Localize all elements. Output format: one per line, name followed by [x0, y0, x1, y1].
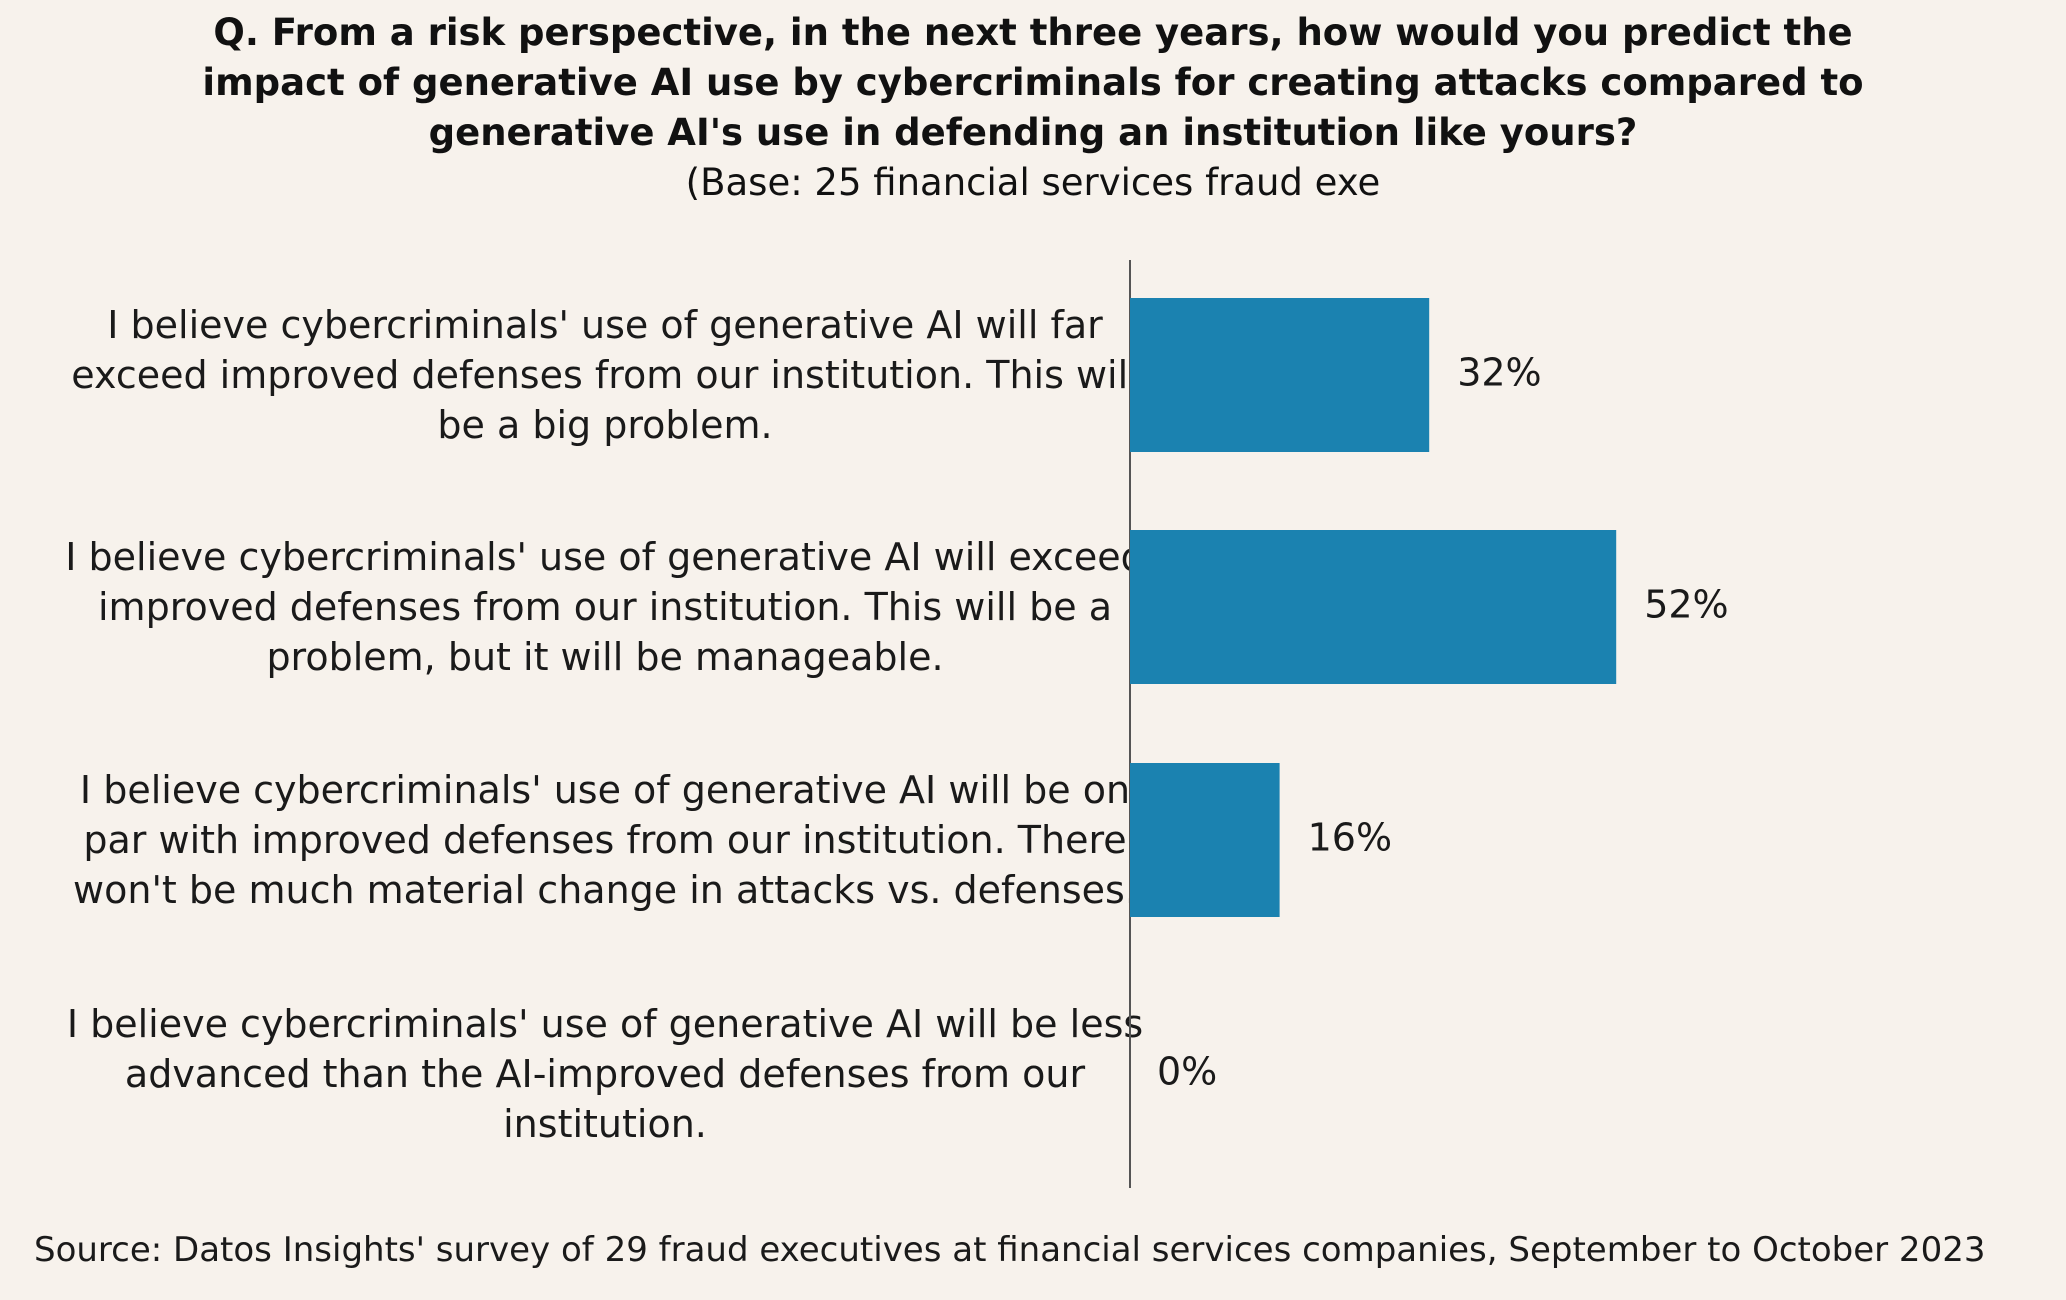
- category-label: I believe cybercriminals' use of generat…: [65, 535, 1145, 679]
- bar: [1130, 530, 1617, 684]
- category-label: I believe cybercriminals' use of generat…: [73, 768, 1137, 912]
- chart-title: Q. From a risk perspective, in the next …: [202, 11, 1864, 154]
- chart-subtitle: (Base: 25 financial services fraud exe: [685, 161, 1381, 204]
- category-label: I believe cybercriminals' use of generat…: [66, 1002, 1144, 1146]
- bars: [1130, 298, 1617, 917]
- data-label: 16%: [1308, 816, 1392, 860]
- value-labels: 32% 52% 16% 0%: [1157, 351, 1729, 1094]
- bar: [1130, 763, 1280, 917]
- data-label: 32%: [1457, 351, 1541, 395]
- data-label: 52%: [1644, 583, 1728, 627]
- category-label: I believe cybercriminals' use of generat…: [71, 303, 1139, 447]
- bar: [1130, 298, 1430, 452]
- source-note: Source: Datos Insights' survey of 29 fra…: [34, 1230, 1986, 1270]
- data-label: 0%: [1157, 1050, 1217, 1094]
